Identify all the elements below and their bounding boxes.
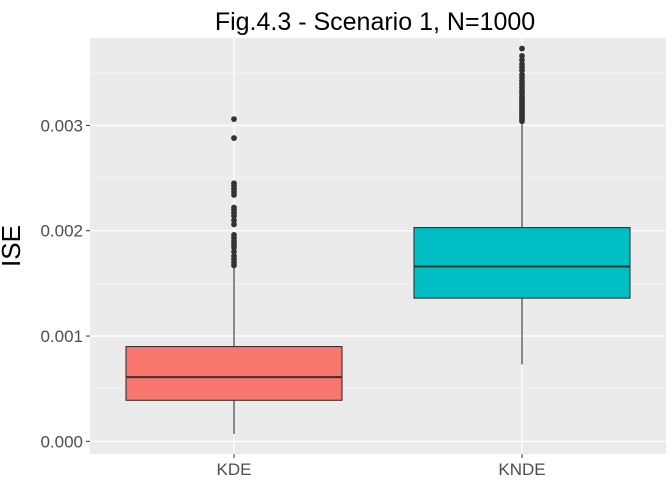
outlier-point	[519, 67, 525, 74]
outlier-point	[231, 244, 237, 251]
x-tick-label: KDE	[217, 460, 252, 479]
outlier-point	[231, 135, 237, 141]
outlier-point	[231, 221, 237, 228]
outlier-point	[519, 57, 525, 64]
outlier-point	[231, 116, 237, 122]
outlier-point	[231, 192, 237, 198]
outlier-point	[231, 262, 237, 269]
outlier-point	[231, 213, 237, 219]
outlier-point	[519, 45, 525, 52]
box-kde	[125, 346, 343, 401]
outlier-point	[519, 53, 525, 59]
outlier-point	[519, 118, 525, 125]
y-tick-label: 0.003	[40, 116, 83, 135]
chart-title: Fig.4.3 - Scenario 1, N=1000	[215, 8, 535, 36]
y-axis-title: ISE	[0, 225, 26, 267]
outlier-point	[231, 248, 237, 255]
y-tick-label: 0.002	[40, 222, 83, 241]
plot-area: 0.000 0.001 0.002 0.003 KDE KNDE	[40, 38, 666, 479]
y-tick-label: 0.000	[40, 432, 83, 451]
outlier-point	[231, 217, 237, 224]
x-tick-label: KNDE	[498, 460, 545, 479]
y-tick-label: 0.001	[40, 327, 83, 346]
box-knde	[413, 227, 631, 299]
